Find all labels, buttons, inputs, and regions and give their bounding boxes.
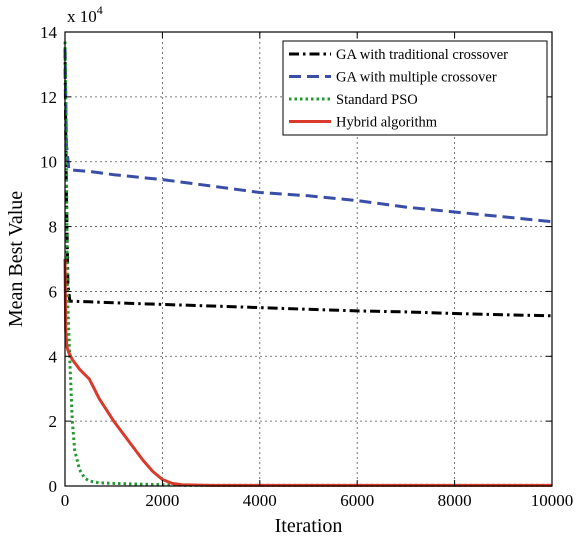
y-tick-label-6: 12 [40,88,57,107]
plot-frame [64,31,553,487]
series-line-hybrid-algorithm [63,258,552,487]
x-tick-label-1: 2000 [145,491,179,510]
y-tick-label-7: 14 [40,23,58,42]
x-axis-label: Iteration [275,515,343,537]
legend-label-ga-with-traditional-crossover: GA with traditional crossover [336,47,508,63]
y-tick-label-4: 8 [49,218,58,237]
legend: GA with traditional crossover GA with mul… [282,40,548,136]
x-tick-label-5: 10000 [531,491,574,510]
y-axis-multiplier: x 104 [67,3,103,26]
y-tick-label-3: 6 [49,282,58,301]
x-tick-label-0: 0 [61,491,70,510]
series-line-ga-with-traditional-crossover [63,48,553,318]
series-line-ga-with-multiple-crossover [63,48,553,224]
legend-box [282,40,548,136]
legend-label-standard-pso: Standard PSO [336,92,418,108]
y-tick-label-5: 10 [40,153,57,172]
x-tick-label-4: 8000 [438,491,472,510]
legend-label-hybrid-algorithm: Hybrid algorithm [336,115,438,131]
legend-label-ga-with-multiple-crossover: GA with multiple crossover [336,70,497,86]
y-tick-label-1: 2 [49,412,58,431]
y-tick-label-0: 0 [49,477,58,496]
axis-ticks: 0 2000 4000 6000 8000 10000 0 2 4 6 8 10 12 14 [40,23,573,510]
plot-series [63,41,553,487]
y-tick-label-2: 4 [49,347,58,366]
y-axis-label: Mean Best Value [5,191,27,327]
x-tick-label-3: 6000 [340,491,374,510]
x-tick-label-2: 4000 [243,491,277,510]
